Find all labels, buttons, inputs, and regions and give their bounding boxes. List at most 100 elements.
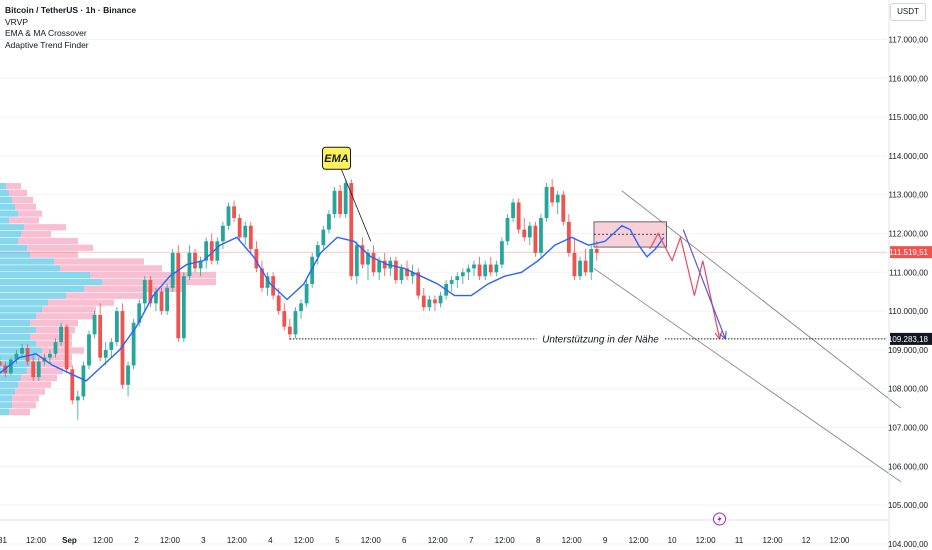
- volume-profile-down-bar-10: [30, 251, 78, 258]
- time-tick-label-9: 12:00: [294, 536, 315, 545]
- volume-profile-up-bar-15: [0, 285, 84, 293]
- candle-body-9: [48, 353, 52, 358]
- time-tick-label-11: 12:00: [361, 536, 382, 545]
- candle-body-72: [399, 268, 404, 281]
- candle-body-3: [14, 353, 19, 360]
- chart-legend: Bitcoin / TetherUS · 1h · Binance VRVP E…: [5, 5, 136, 51]
- candle-body-82: [455, 276, 460, 281]
- candle-body-40: [221, 225, 225, 242]
- candle-body-74: [410, 272, 415, 277]
- candle-body-39: [215, 241, 220, 261]
- time-tick-label-3: 12:00: [93, 536, 114, 545]
- time-tick-label-10: 5: [335, 536, 340, 545]
- volume-profile-down-bar-31: [12, 395, 39, 402]
- candle-body-12: [64, 326, 69, 370]
- candle-body-27: [148, 280, 153, 304]
- candle-body-19: [103, 349, 108, 358]
- price-tick-label-9: 108.000,00: [888, 385, 929, 394]
- volume-profile-up-bar-1: [0, 189, 9, 197]
- time-tick-label-16: 8: [536, 536, 541, 545]
- candle-body-47: [260, 268, 264, 288]
- candle-body-18: [98, 314, 103, 358]
- volume-profile-down-bar-17: [48, 299, 114, 306]
- candle-body-81: [449, 280, 454, 284]
- volume-profile-down-bar-5: [9, 217, 39, 224]
- candle-body-103: [572, 252, 577, 277]
- price-tick-label-10: 107.000,00: [888, 424, 929, 433]
- price-tick-label-5: 112.000,00: [889, 230, 929, 239]
- candle-body-25: [137, 303, 142, 323]
- volume-profile-up-bar-18: [0, 306, 42, 313]
- candle-body-107: [594, 249, 599, 253]
- candle-body-58: [321, 229, 326, 246]
- trend-channel-lower-line: [593, 268, 902, 483]
- indicator-vrvp[interactable]: VRVP: [5, 16, 28, 27]
- candle-body-16: [87, 334, 91, 366]
- candle-body-94: [522, 229, 527, 238]
- candle-body-62: [343, 183, 348, 215]
- volume-profile-down-bar-8: [18, 237, 78, 245]
- volume-profile-up-bar-19: [0, 313, 36, 320]
- price-tick-label-4: 113.000,00: [889, 191, 929, 200]
- candle-body-7: [36, 361, 41, 378]
- price-label-0: 111.519,51: [889, 248, 928, 257]
- lightning-icon: [717, 515, 722, 523]
- volume-profile-down-bar-3: [15, 203, 36, 210]
- candle-body-100: [555, 194, 560, 203]
- volume-profile-down-bar-14: [102, 278, 216, 286]
- candle-body-26: [142, 280, 147, 304]
- price-tick-label-13: 104.000,00: [888, 540, 929, 549]
- volume-profile-down-bar-20: [30, 320, 78, 327]
- volume-profile-down-bar-4: [18, 210, 42, 217]
- candle-body-98: [544, 186, 549, 218]
- candle-body-32: [176, 252, 181, 339]
- currency-button[interactable]: USDT: [890, 3, 926, 21]
- volume-profile-down-bar-19: [36, 313, 96, 320]
- volume-profile-up-bar-3: [0, 203, 15, 210]
- candle-body-64: [354, 245, 359, 277]
- projection-direct-arrow: [682, 229, 725, 339]
- time-tick-label-21: 12:00: [696, 536, 717, 545]
- candle-body-97: [539, 217, 543, 253]
- symbol-title[interactable]: Bitcoin / TetherUS · 1h · Binance: [5, 5, 137, 15]
- volume-profile-up-bar-10: [0, 251, 30, 258]
- volume-profile-up-bar-5: [0, 217, 9, 224]
- indicator-adaptive-trend-finder[interactable]: Adaptive Trend Finder: [5, 39, 89, 50]
- indicator-ema-ma-crossover[interactable]: EMA & MA Crossover: [5, 28, 87, 38]
- volume-profile-down-bar-7: [21, 230, 51, 238]
- candle-body-55: [304, 283, 309, 304]
- candle-body-60: [332, 190, 337, 215]
- candle-body-4: [20, 347, 24, 354]
- candle-body-33: [181, 276, 186, 339]
- candle-body-68: [377, 260, 382, 273]
- candle-body-48: [265, 276, 270, 288]
- time-tick-label-6: 3: [201, 536, 206, 545]
- candle-body-93: [516, 202, 521, 230]
- time-tick-label-1: 12:00: [26, 536, 47, 545]
- ema-callout-pointer: [340, 167, 372, 242]
- time-tick-label-7: 12:00: [227, 536, 248, 545]
- candle-body-88: [488, 264, 493, 273]
- candle-body-57: [315, 245, 320, 257]
- volume-profile-up-bar-22: [0, 333, 30, 340]
- ema-callout-box: [322, 146, 352, 170]
- candle-body-106: [589, 249, 594, 273]
- volume-profile-down-bar-13: [90, 272, 216, 279]
- volume-profile-up-bar-7: [0, 230, 21, 238]
- candle-body-75: [416, 272, 421, 296]
- time-tick-label-25: 12:00: [829, 536, 850, 545]
- volume-profile-down-bar-24: [42, 347, 84, 354]
- candle-body-92: [511, 202, 515, 218]
- trend-channel-upper-line: [621, 190, 902, 409]
- price-tick-label-11: 106.000,00: [888, 462, 929, 471]
- candle-body-76: [421, 295, 426, 308]
- candle-body-17: [92, 314, 97, 335]
- time-tick-label-24: 12: [802, 536, 811, 545]
- candle-body-6: [31, 361, 36, 378]
- support-label-background: [536, 331, 665, 345]
- candle-body-86: [477, 264, 482, 277]
- volume-profile-up-bar-2: [0, 196, 12, 204]
- price-tick-label-7: 110.000,00: [889, 307, 929, 316]
- volume-profile-down-bar-16: [66, 292, 144, 299]
